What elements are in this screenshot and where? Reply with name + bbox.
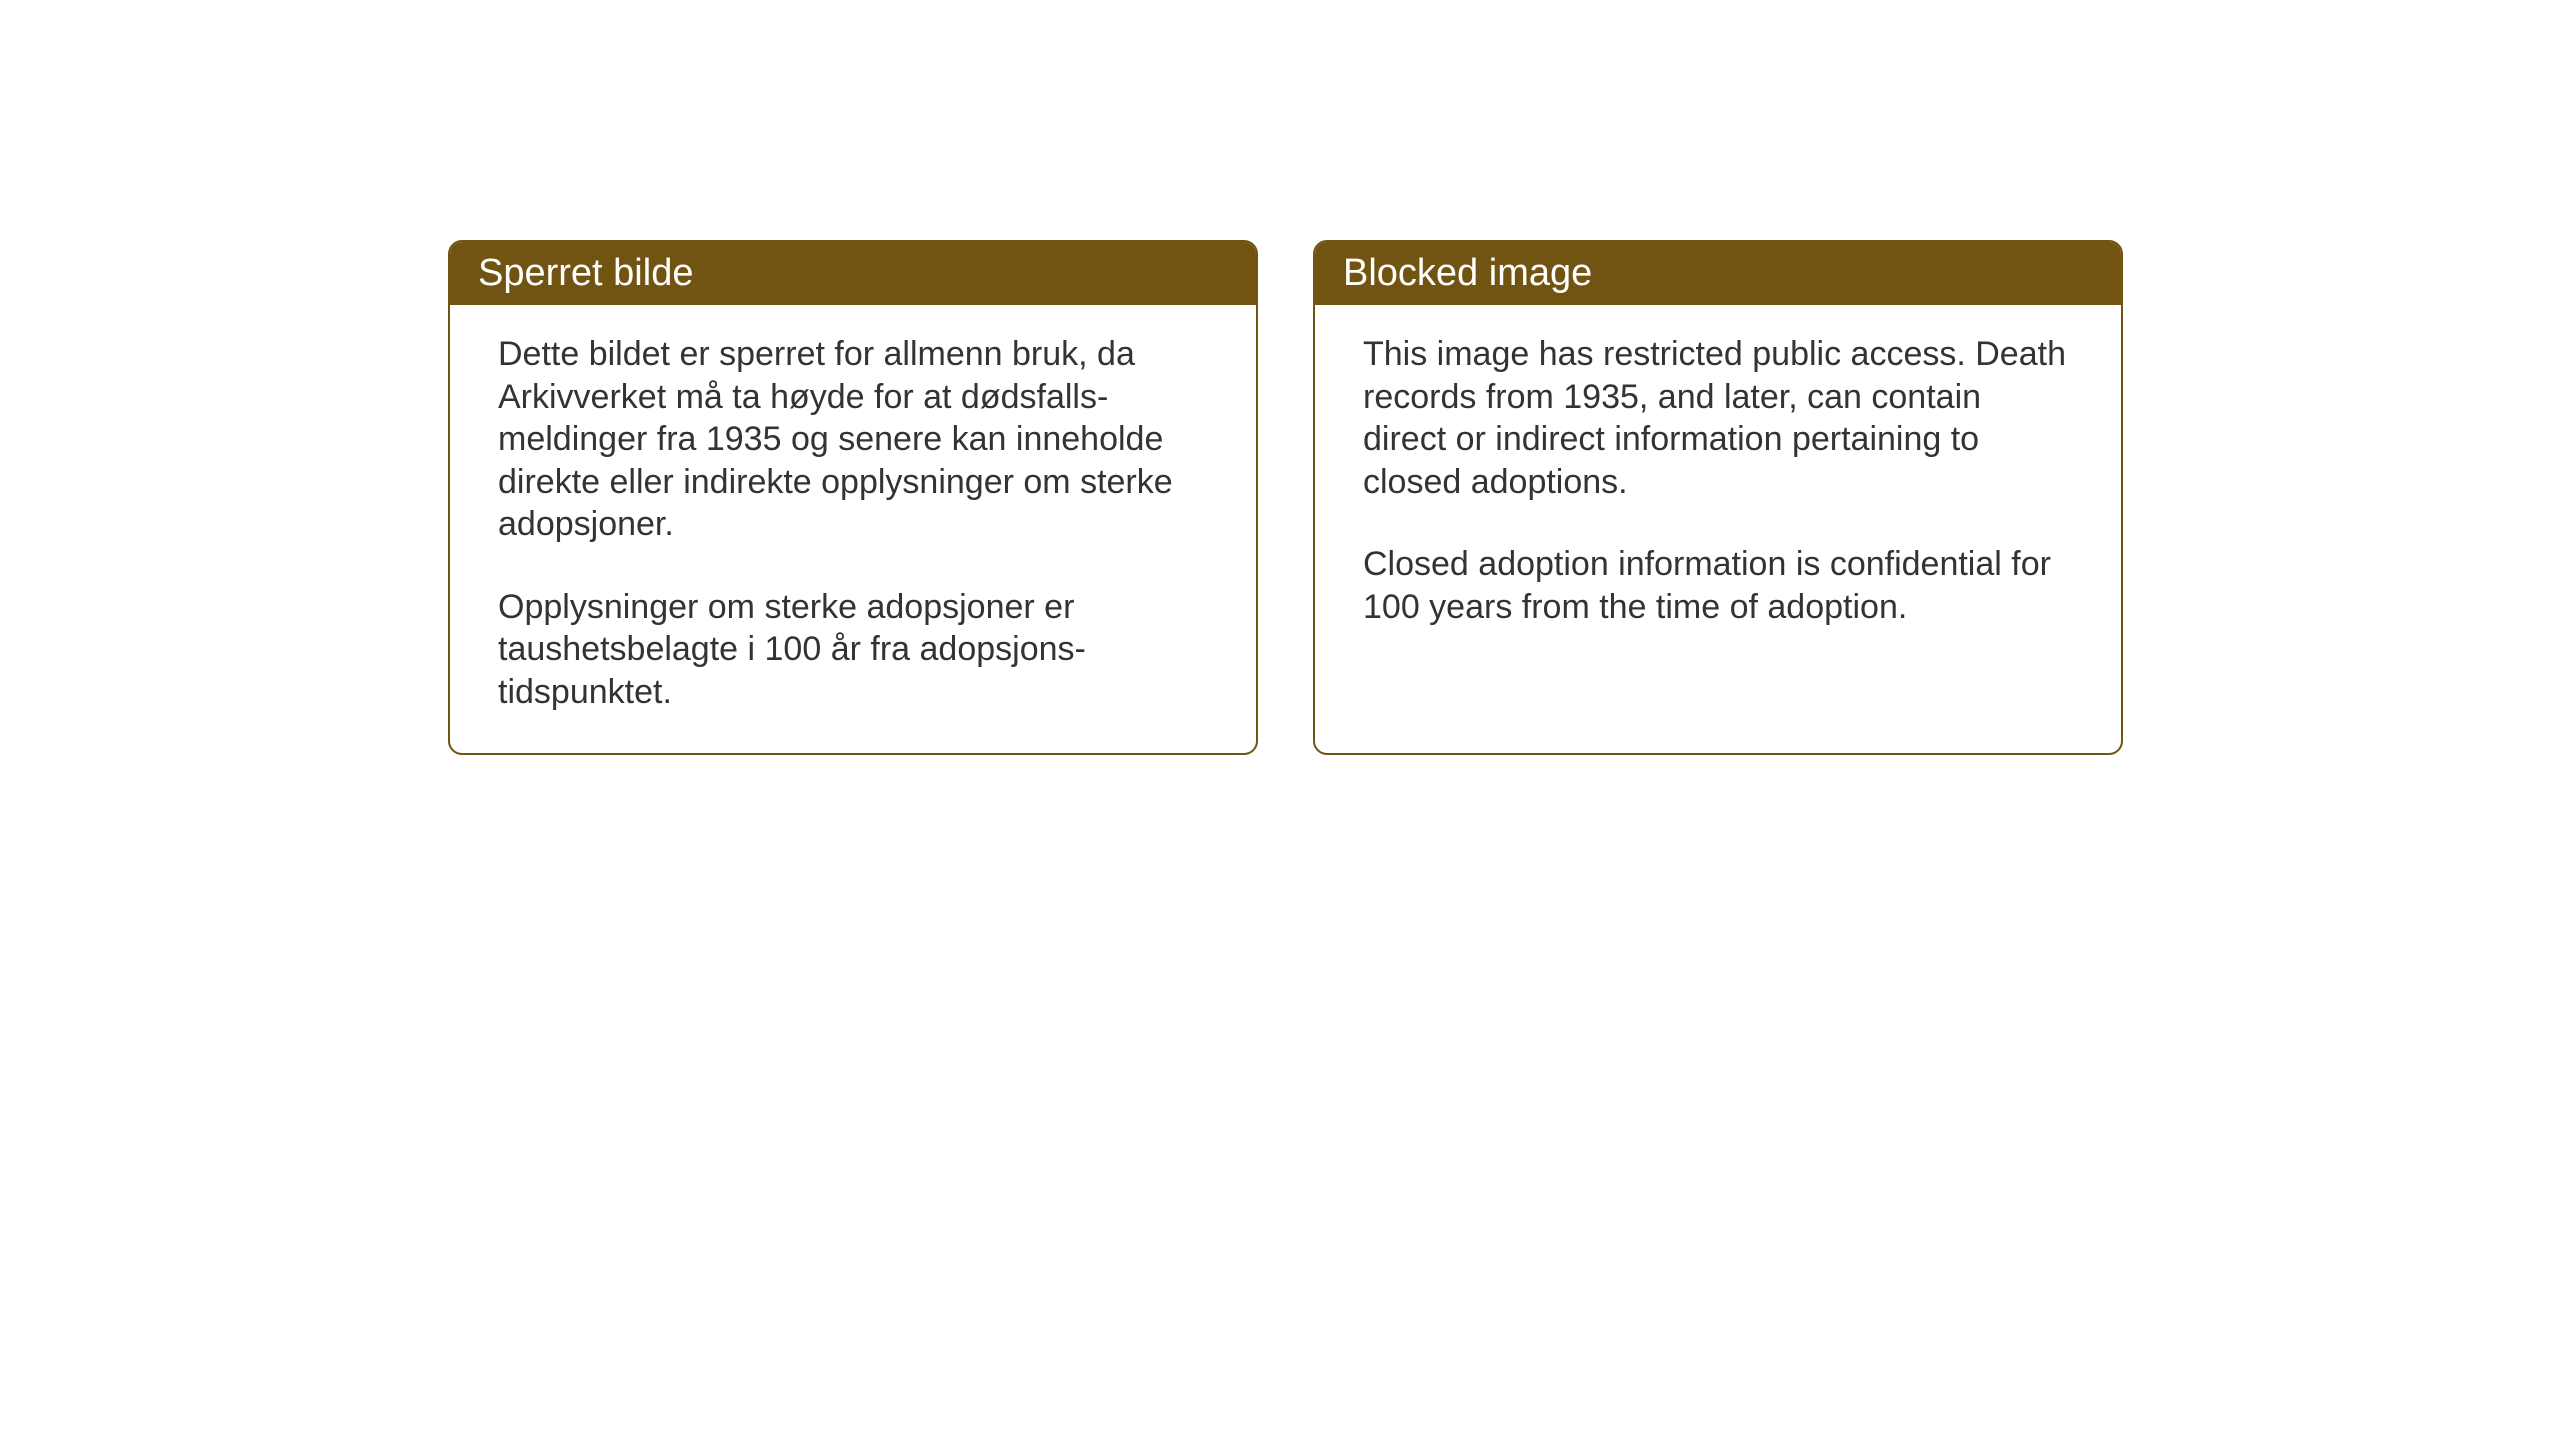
english-paragraph-1: This image has restricted public access.… <box>1363 333 2073 503</box>
english-card-title: Blocked image <box>1315 242 2121 305</box>
norwegian-notice-card: Sperret bilde Dette bildet er sperret fo… <box>448 240 1258 755</box>
norwegian-paragraph-2: Opplysninger om sterke adopsjoner er tau… <box>498 586 1208 714</box>
english-paragraph-2: Closed adoption information is confident… <box>1363 543 2073 628</box>
norwegian-card-body: Dette bildet er sperret for allmenn bruk… <box>450 305 1256 753</box>
norwegian-paragraph-1: Dette bildet er sperret for allmenn bruk… <box>498 333 1208 546</box>
english-card-body: This image has restricted public access.… <box>1315 305 2121 740</box>
cards-container: Sperret bilde Dette bildet er sperret fo… <box>448 240 2123 755</box>
norwegian-card-title: Sperret bilde <box>450 242 1256 305</box>
english-notice-card: Blocked image This image has restricted … <box>1313 240 2123 755</box>
